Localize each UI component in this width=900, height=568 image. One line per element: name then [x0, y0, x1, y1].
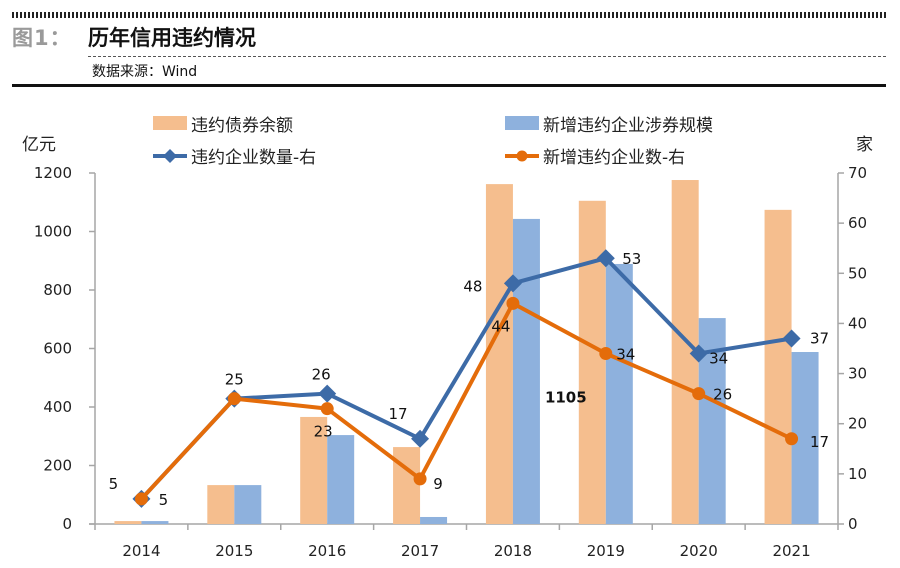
data-label-new-default-companies: 9 — [433, 475, 443, 493]
data-label-new-default-companies: 5 — [159, 491, 169, 509]
data-label-new-default-companies: 17 — [810, 433, 829, 451]
data-label-default-companies: 34 — [709, 350, 728, 368]
diamond-marker — [318, 384, 337, 403]
bar-default-bond-balance — [764, 209, 792, 525]
circle-marker — [320, 402, 334, 416]
x-tick-label: 2020 — [680, 542, 718, 560]
circle-marker — [413, 472, 427, 486]
left-tick-label: 1200 — [34, 164, 72, 182]
figure-label: 图1： — [12, 26, 72, 50]
right-tick-label: 70 — [848, 164, 867, 182]
bar-default-bond-balance — [393, 447, 421, 524]
diamond-marker — [782, 329, 801, 348]
left-tick-label: 800 — [43, 281, 72, 299]
circle-marker — [692, 387, 706, 401]
data-label-new-default-companies: 23 — [314, 423, 333, 441]
x-tick-label: 2016 — [308, 542, 346, 560]
bar-default-bond-balance — [578, 200, 606, 524]
diamond-marker — [411, 429, 430, 448]
legend-bond-balance-swatch — [153, 116, 187, 130]
left-tick-label: 0 — [62, 515, 72, 533]
x-tick-label: 2015 — [215, 542, 253, 560]
diamond-marker — [503, 274, 522, 293]
bar-new-default-scale — [512, 218, 540, 525]
bar-new-default-scale — [605, 263, 633, 524]
bar-new-default-scale — [234, 485, 262, 524]
right-tick-label: 0 — [848, 515, 858, 533]
data-label-default-companies: 17 — [389, 405, 408, 423]
left-axis-unit: 亿元 — [22, 135, 56, 155]
top-dotted-rule — [12, 12, 886, 18]
data-label-default-companies: 48 — [463, 277, 482, 295]
data-label-bond-balance-2019: 1105 — [545, 389, 587, 407]
x-tick-label: 2014 — [122, 542, 160, 560]
diamond-marker — [596, 249, 615, 268]
data-label-new-default-companies: 26 — [713, 386, 732, 404]
line-new-default-companies — [139, 301, 793, 501]
right-tick-label: 50 — [848, 264, 867, 282]
left-tick-label: 400 — [43, 398, 72, 416]
circle-marker — [506, 296, 520, 310]
right-tick-label: 10 — [848, 465, 867, 483]
right-tick-label: 60 — [848, 214, 867, 232]
circle-marker — [227, 392, 241, 406]
diamond-marker-icon — [163, 149, 177, 163]
right-tick-label: 40 — [848, 314, 867, 332]
circle-marker-icon — [516, 150, 528, 162]
bar-new-default-scale — [327, 435, 355, 524]
data-source: 数据来源：Wind — [92, 64, 198, 80]
circle-marker — [785, 432, 799, 446]
thick-divider — [12, 84, 886, 87]
bar-new-default-scale — [141, 521, 169, 524]
dashed-divider — [88, 56, 886, 57]
legend-new-default-scale-swatch — [505, 116, 539, 130]
data-label-new-default-companies: 34 — [616, 346, 635, 364]
data-label-default-companies: 37 — [810, 329, 829, 347]
circle-marker — [599, 347, 613, 361]
bar-default-bond-balance — [300, 416, 328, 524]
bar-default-bond-balance — [207, 485, 235, 524]
x-tick-label: 2019 — [587, 542, 625, 560]
line-default-companies — [139, 256, 792, 501]
bar-new-default-scale — [420, 516, 448, 524]
right-tick-label: 20 — [848, 415, 867, 433]
legend-default-companies-label: 违约企业数量-右 — [191, 148, 316, 168]
left-tick-label: 600 — [43, 340, 72, 358]
x-tick-label: 2021 — [772, 542, 810, 560]
diamond-marker — [689, 344, 708, 363]
legend-bond-balance-label: 违约债券余额 — [191, 116, 293, 136]
x-tick-label: 2018 — [494, 542, 532, 560]
data-label-default-companies: 53 — [622, 250, 641, 268]
bar-default-bond-balance — [485, 184, 513, 525]
chart-title: 历年信用违约情况 — [88, 26, 256, 50]
circle-marker — [134, 492, 148, 506]
right-axis-unit: 家 — [856, 135, 873, 155]
data-label-new-default-companies: 44 — [491, 317, 510, 335]
left-tick-label: 200 — [43, 457, 72, 475]
x-tick-label: 2017 — [401, 542, 439, 560]
bar-default-bond-balance — [114, 521, 142, 524]
data-label-default-companies: 26 — [312, 366, 331, 384]
data-label-default-companies: 25 — [225, 371, 244, 389]
legend-new-default-companies-label: 新增违约企业数-右 — [543, 148, 685, 168]
legend-new-default-scale-label: 新增违约企业涉券规模 — [543, 116, 713, 136]
left-tick-label: 1000 — [34, 223, 72, 241]
right-tick-label: 30 — [848, 365, 867, 383]
data-label-default-companies: 5 — [109, 475, 119, 493]
